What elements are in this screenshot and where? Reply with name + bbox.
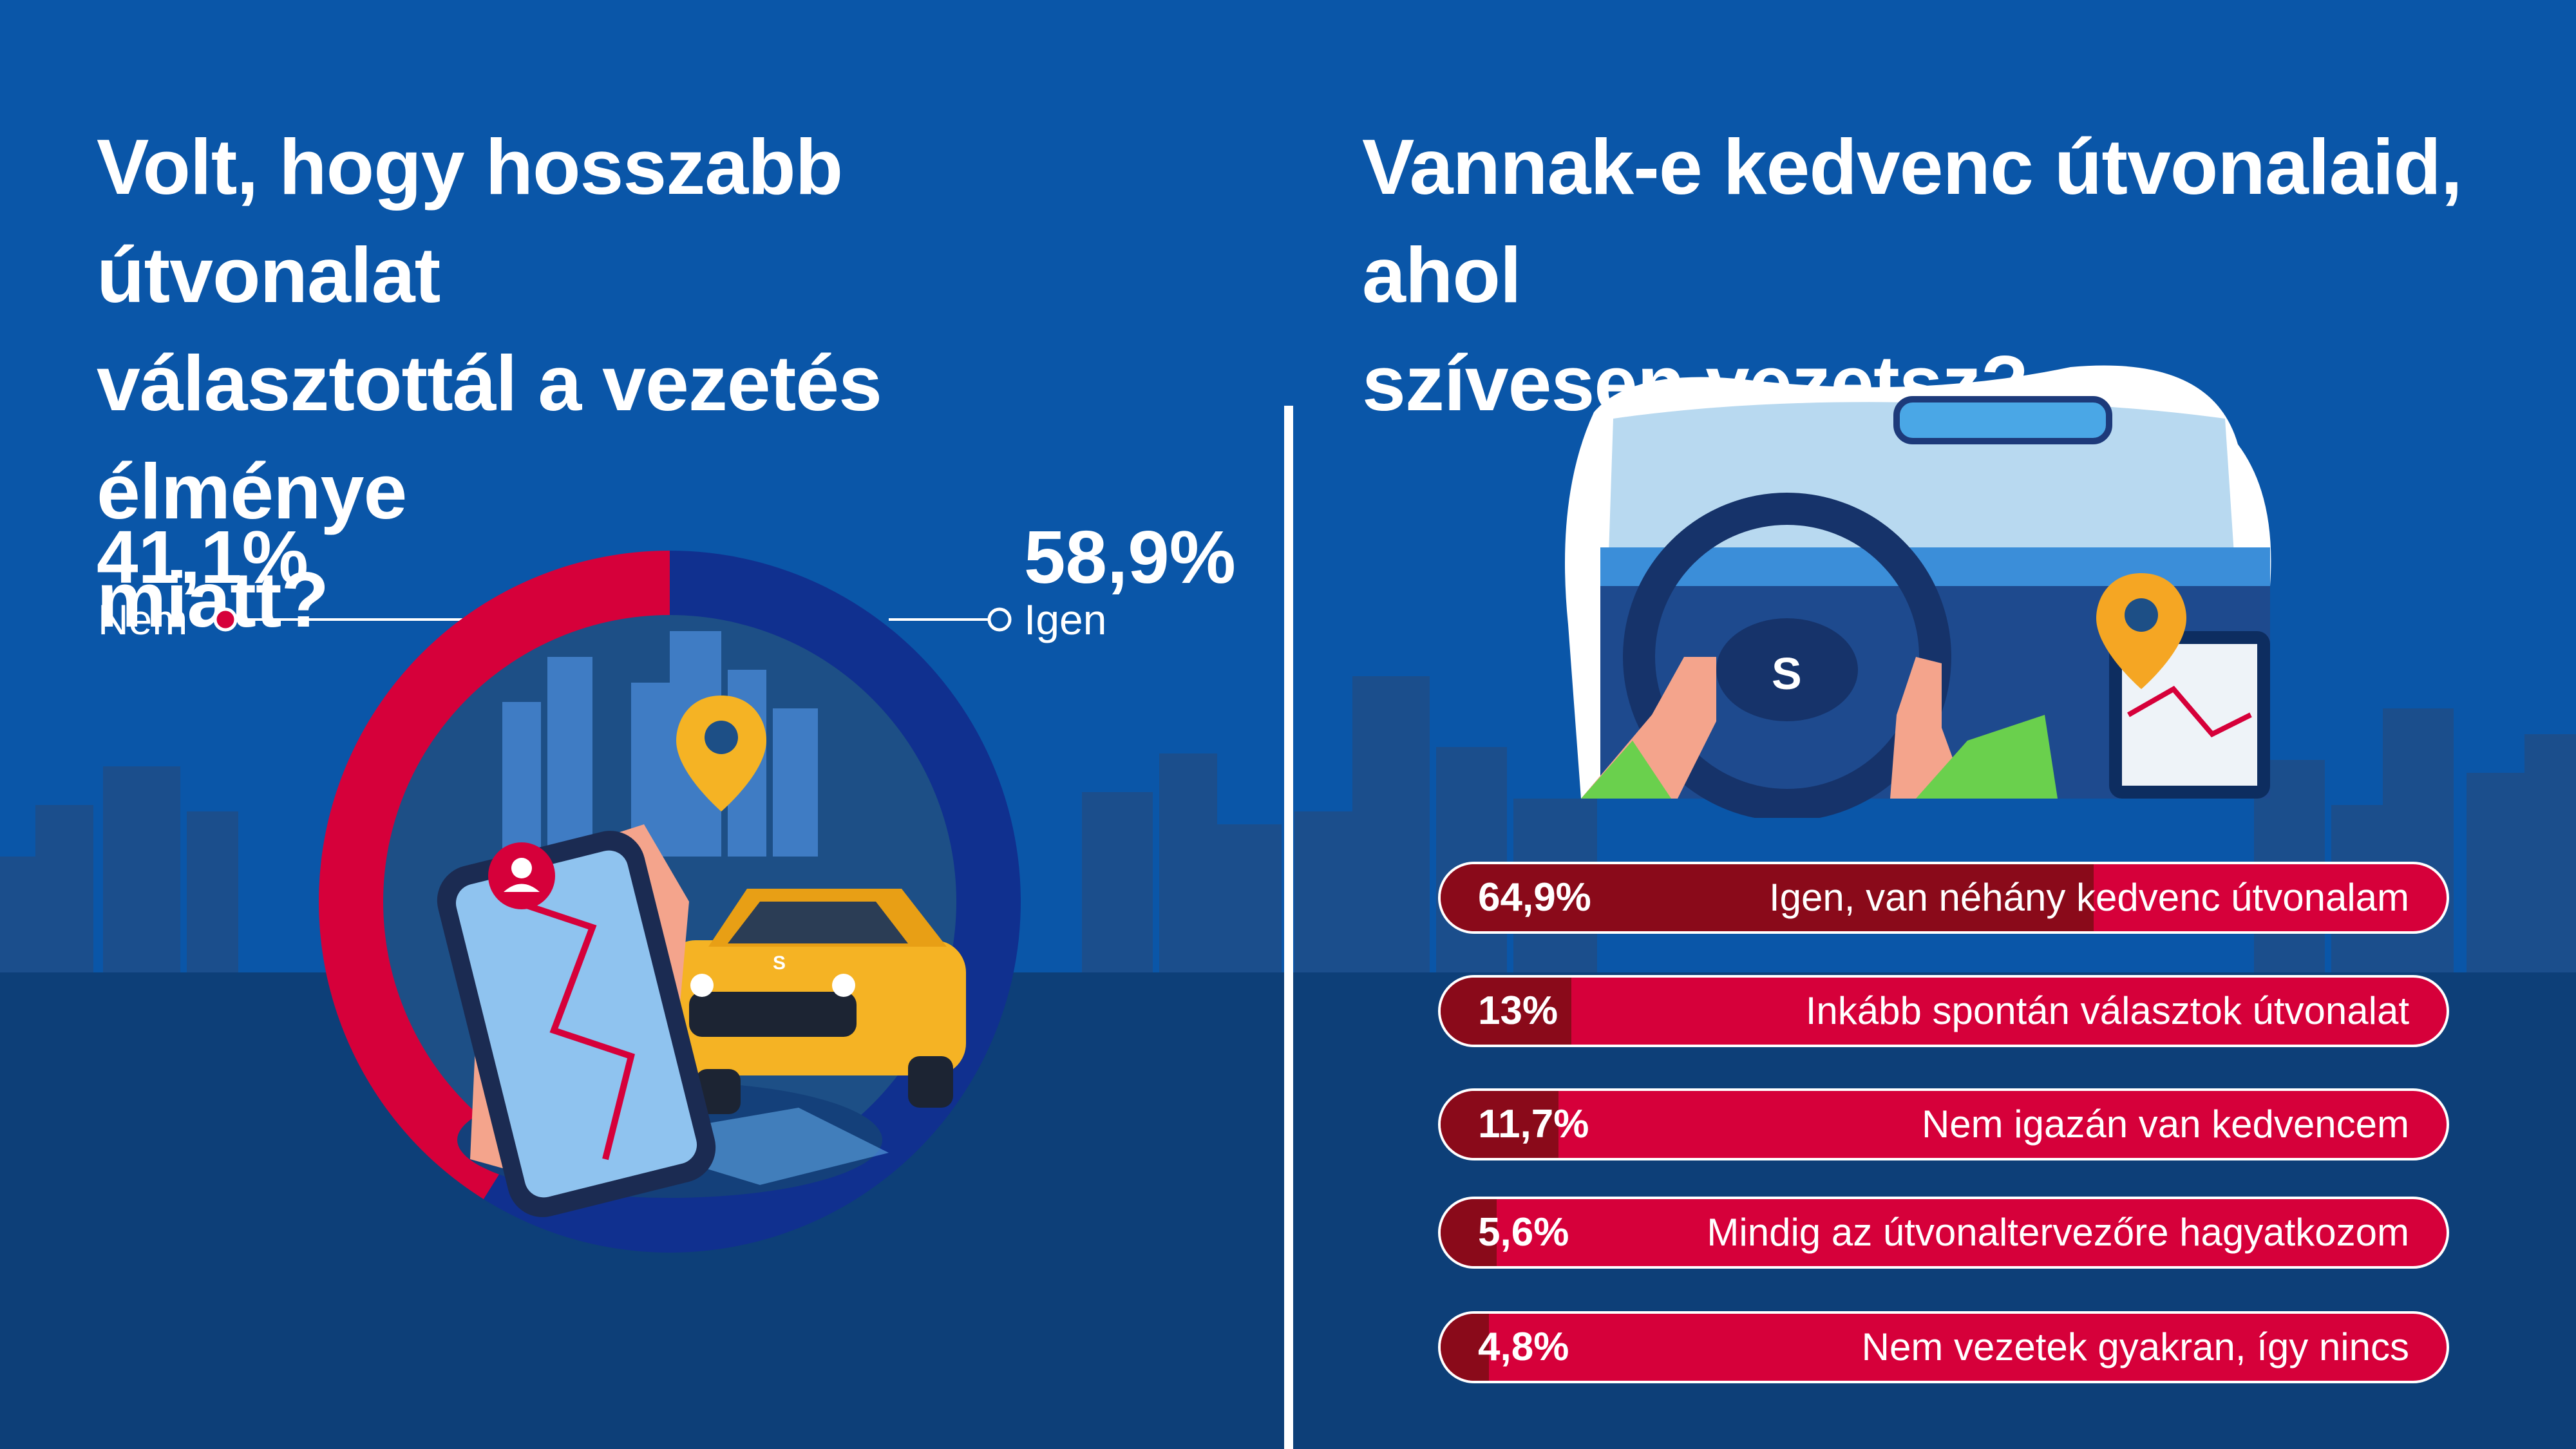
bar-row-2: 11,7% Nem igazán van kedvencem [1438, 1088, 2449, 1160]
bar-value-2: 11,7% [1478, 1102, 1589, 1146]
car-interior-illustration: S [1565, 365, 2271, 818]
bar-row-1: 13% Inkább spontán választok útvonalat [1438, 975, 2449, 1047]
left-title-line-2: választottál a vezetés élménye [97, 339, 882, 535]
donut-chart: S [319, 551, 1021, 1253]
bar-label-4: Nem vezetek gyakran, így nincs [1861, 1325, 2409, 1368]
location-pin-icon [2096, 573, 2186, 689]
igen-percent-label: 58,9% [1024, 515, 1236, 599]
bar-label-3: Mindig az útvonaltervezőre hagyatkozom [1707, 1211, 2409, 1254]
bar-value-3: 5,6% [1478, 1210, 1569, 1255]
location-pin-icon [676, 696, 766, 811]
bar-label-2: Nem igazán van kedvencem [1921, 1103, 2409, 1146]
steering-wheel-icon: S [1623, 493, 1951, 818]
rearview-mirror [1893, 396, 2112, 444]
bar-value-0: 64,9% [1478, 875, 1591, 920]
bar-fill-1 [1441, 978, 1572, 1045]
suzuki-logo: S [1772, 649, 1802, 699]
bar-row-0: 64,9% Igen, van néhány kedvenc útvonalam [1438, 862, 2449, 934]
bar-fill-0 [1441, 864, 2094, 931]
bar-value-1: 13% [1478, 989, 1558, 1033]
bar-fill-2 [1441, 1091, 1558, 1158]
igen-series-label: Igen [1024, 596, 1107, 643]
inner-illustration: S [437, 631, 966, 1217]
nem-series-label: Nem [98, 596, 188, 643]
left-title-line-1: Volt, hogy hosszabb útvonalat [97, 123, 843, 319]
bar-row-3: 5,6% Mindig az útvonaltervezőre hagyatko… [1438, 1197, 2449, 1269]
map-pin-icon [488, 842, 555, 909]
center-divider [1284, 406, 1293, 1449]
nem-percent-label: 41,1% [97, 515, 308, 599]
phone-map-icon [437, 824, 716, 1217]
bar-fill-4 [1441, 1314, 1489, 1381]
bar-value-4: 4,8% [1478, 1325, 1569, 1369]
bar-label-1: Inkább spontán választok útvonalat [1805, 989, 2409, 1032]
svg-text:S: S [773, 952, 786, 974]
bar-row-4: 4,8% Nem vezetek gyakran, így nincs [1438, 1311, 2449, 1383]
bar-fill-3 [1441, 1199, 1497, 1266]
left-question-title: Volt, hogy hosszabb útvonalat választott… [97, 113, 1191, 654]
right-title-line-1: Vannak-e kedvenc útvonalaid, ahol [1362, 123, 2463, 319]
right-question-title: Vannak-e kedvenc útvonalaid, ahol szíves… [1362, 113, 2521, 437]
left-title-line-3: miatt? [97, 556, 329, 643]
bar-label-0: Igen, van néhány kedvenc útvonalam [1768, 876, 2409, 919]
yellow-car-icon: S [663, 889, 966, 1114]
